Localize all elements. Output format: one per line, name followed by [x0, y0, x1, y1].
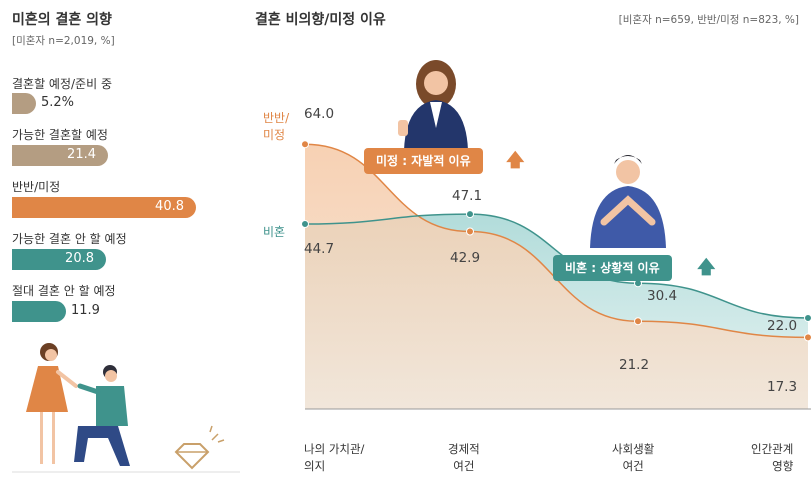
left-chart-subtitle: [미혼자 n=2,019, %]	[12, 35, 115, 47]
up-arrow-icon: 🡅	[506, 150, 525, 171]
line-series-1	[304, 213, 809, 319]
point-label-undecided-0: 64.0	[304, 106, 335, 122]
bar-label-plan: 결혼할 예정/준비 중	[12, 77, 112, 91]
area-series-0	[305, 144, 808, 409]
point-series-1-0	[301, 220, 309, 229]
bar-value-plan: 5.2%	[41, 95, 75, 110]
bar-label-never: 절대 결혼 안 할 예정	[12, 284, 116, 298]
point-label-undecided-3: 17.3	[767, 379, 798, 395]
bar-undecided	[12, 197, 196, 218]
x-category-1: 경제적 여건	[448, 442, 480, 473]
point-label-nonmarriage-2: 30.4	[647, 288, 678, 304]
right-chart-note: [비혼자 n=659, 반반/미정 n=823, %]	[618, 14, 799, 26]
x-category-3: 인간관계 영향	[751, 442, 794, 473]
bar-value-undecided: 40.8	[155, 199, 184, 214]
point-series-0-1	[466, 227, 474, 236]
point-label-nonmarriage-3: 22.0	[767, 318, 798, 334]
woman-illustration	[398, 60, 468, 150]
point-series-0-3	[804, 333, 811, 342]
point-series-0-0	[301, 140, 309, 149]
series-label-undecided: 반반/ 미정	[263, 111, 290, 142]
point-label-nonmarriage-1: 47.1	[452, 188, 483, 204]
right-chart-title: 결혼 비의향/미정 이유	[255, 12, 386, 28]
man-illustration	[590, 155, 666, 248]
left-chart-title: 미혼의 결혼 의향	[12, 12, 112, 28]
bar-label-undecided: 반반/미정	[12, 180, 61, 194]
callout-nonmarriage: 비혼 : 상황적 이유	[553, 255, 672, 281]
up-arrow-icon: 🡅	[697, 257, 716, 278]
point-label-nonmarriage-0: 44.7	[304, 241, 335, 257]
x-category-2: 사회생활 여건	[612, 442, 655, 473]
bar-value-never: 11.9	[71, 303, 100, 318]
bar-likely-not	[12, 249, 106, 270]
line-series-0	[304, 143, 809, 339]
bar-label-likely-marry: 가능한 결혼할 예정	[12, 128, 108, 142]
bar-never	[12, 301, 66, 322]
series-label-nonmarriage: 비혼	[263, 225, 286, 239]
point-label-undecided-1: 42.9	[450, 250, 481, 266]
point-label-undecided-2: 21.2	[619, 357, 650, 373]
bar-value-likely-marry: 21.4	[67, 147, 96, 162]
bar-plan	[12, 93, 36, 114]
callout-undecided: 미정 : 자발적 이유	[364, 148, 483, 174]
bar-value-likely-not: 20.8	[65, 251, 94, 266]
point-series-0-2	[634, 317, 642, 326]
point-series-1-1	[466, 210, 474, 219]
point-series-1-3	[804, 313, 811, 322]
bar-likely-marry	[12, 145, 108, 166]
bar-label-likely-not: 가능한 결혼 안 할 예정	[12, 232, 127, 246]
x-category-0: 나의 가치관/ 의지	[304, 442, 365, 473]
